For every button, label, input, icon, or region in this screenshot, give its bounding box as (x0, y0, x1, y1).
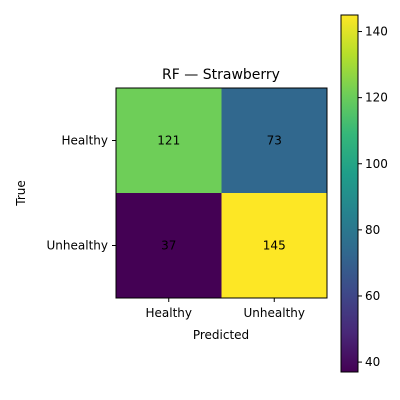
x-tick-label: Healthy (145, 306, 192, 320)
y-tick-label: Healthy (61, 134, 108, 148)
colorbar-tick-label: 100 (365, 157, 388, 171)
x-axis-ticks: Healthy Unhealthy (145, 298, 305, 320)
heatmap-cell (116, 88, 222, 194)
colorbar-tick-label: 60 (365, 289, 380, 303)
heatmap-cell (116, 193, 222, 299)
cell-value-label: 73 (267, 134, 282, 148)
colorbar (340, 14, 359, 373)
colorbar-tick-label: 80 (365, 223, 380, 237)
heatmap-cell (221, 193, 328, 299)
y-axis-ticks: Healthy Unhealthy (47, 134, 116, 253)
x-tick-label: Unhealthy (244, 306, 305, 320)
colorbar-tick-label: 140 (365, 25, 388, 39)
colorbar-tick-label: 40 (365, 355, 380, 369)
cell-value-label: 145 (263, 239, 286, 253)
chart-title: RF — Strawberry (162, 67, 280, 83)
plot-frame (115, 87, 328, 299)
x-axis-label: Predicted (193, 328, 249, 342)
heatmap-cells: 121 73 37 145 (116, 88, 328, 299)
cell-value-label: 37 (161, 239, 176, 253)
colorbar-tick-label: 120 (365, 91, 388, 105)
colorbar-ticks: 40 60 80 100 120 140 (358, 25, 388, 369)
cell-value-label: 121 (157, 134, 180, 148)
heatmap-cell (221, 88, 328, 194)
y-tick-label: Unhealthy (47, 239, 108, 253)
y-axis-label: True (14, 180, 28, 207)
